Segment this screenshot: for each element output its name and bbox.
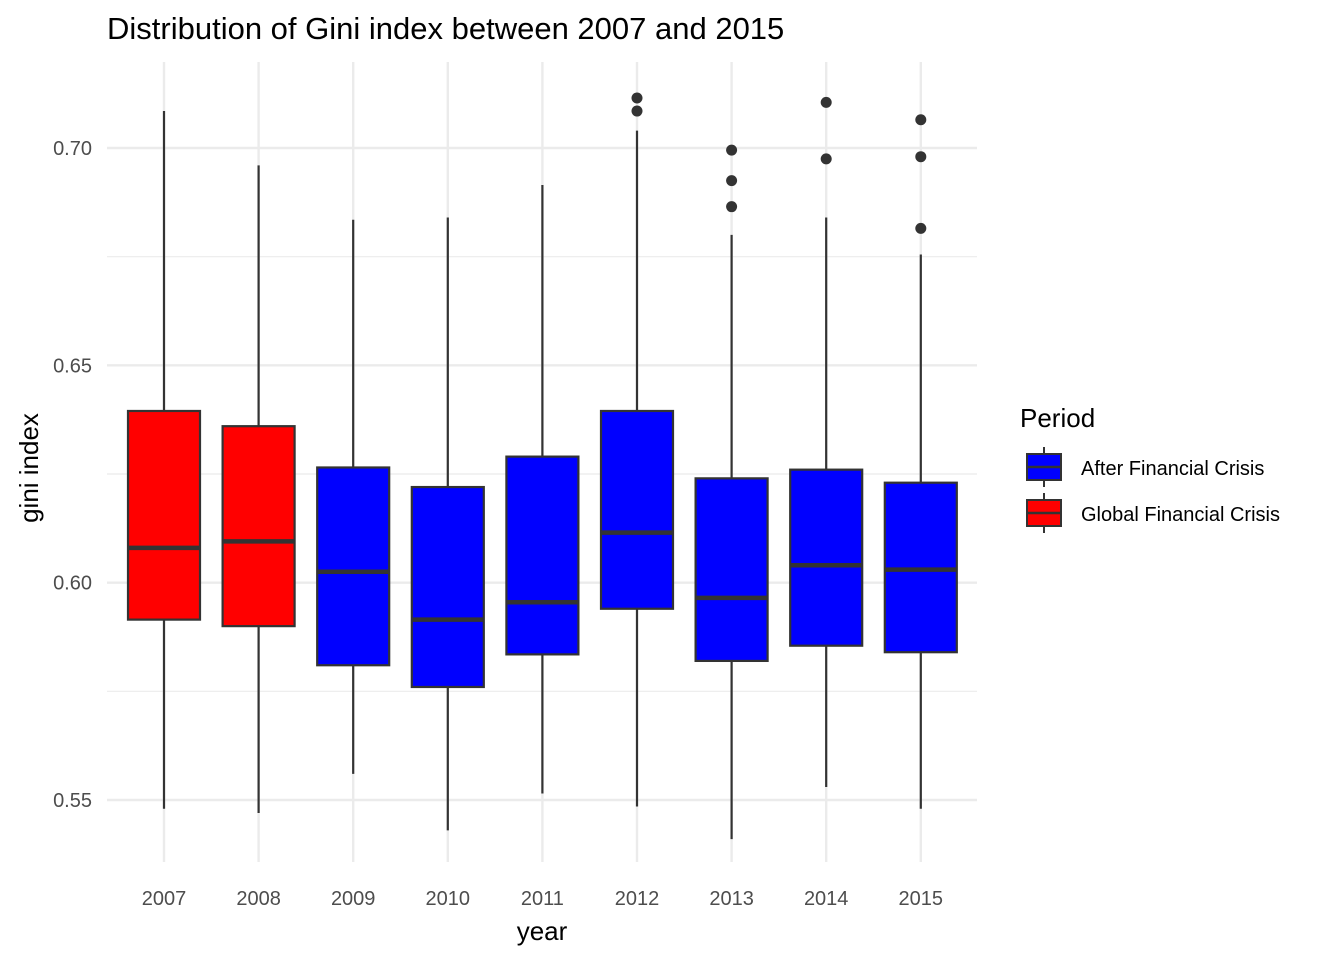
- x-tick-label: 2009: [331, 888, 376, 910]
- chart-title: Distribution of Gini index between 2007 …: [107, 11, 784, 46]
- box-iqr: [316, 466, 391, 667]
- box-iqr: [694, 477, 769, 663]
- box-2015: [883, 114, 958, 809]
- outlier-point: [915, 114, 927, 126]
- y-tick-label: 0.70: [53, 138, 92, 160]
- outlier-point: [820, 96, 832, 108]
- box-2011: [505, 184, 580, 794]
- legend-title: Period: [1020, 403, 1095, 433]
- x-tick-label: 2013: [709, 888, 754, 910]
- box-2013: [694, 144, 769, 840]
- outlier-point: [726, 144, 738, 156]
- y-tick-label: 0.60: [53, 573, 92, 595]
- outlier-point: [915, 222, 927, 234]
- boxplots: [126, 92, 958, 840]
- box-2010: [410, 217, 485, 831]
- legend: Period After Financial Crisis Global Fina…: [1020, 403, 1280, 533]
- box-iqr: [599, 409, 675, 610]
- y-axis-title: gini index: [14, 413, 44, 523]
- box-iqr: [505, 455, 580, 656]
- box-iqr: [410, 485, 485, 689]
- y-tick-label: 0.65: [53, 355, 92, 377]
- x-tick-label: 2011: [521, 888, 564, 910]
- outlier-point: [915, 151, 927, 163]
- box-2014: [789, 96, 864, 787]
- box-iqr: [221, 425, 296, 628]
- box-2007: [126, 111, 202, 809]
- outlier-point: [726, 175, 738, 187]
- legend-label: Global Financial Crisis: [1081, 504, 1280, 526]
- outlier-point: [726, 201, 738, 213]
- y-tick-label: 0.55: [53, 790, 92, 812]
- x-axis-ticks: 2007 2008 2009 2010 2011 2012 2013 2014 2015: [142, 888, 943, 910]
- box-2012: [599, 92, 675, 807]
- x-tick-label: 2014: [804, 888, 849, 910]
- box-2008: [221, 165, 296, 814]
- x-tick-label: 2010: [426, 888, 471, 910]
- outlier-point: [631, 92, 643, 104]
- box-iqr: [126, 409, 202, 621]
- legend-label: After Financial Crisis: [1081, 458, 1264, 480]
- box-2009: [316, 219, 391, 774]
- x-tick-label: 2012: [615, 888, 660, 910]
- outlier-point: [820, 153, 832, 165]
- outlier-point: [631, 105, 643, 117]
- x-tick-label: 2007: [142, 888, 187, 910]
- legend-item-1: Global Financial Crisis: [1026, 493, 1280, 533]
- x-axis-title: year: [517, 916, 568, 946]
- x-tick-label: 2008: [236, 888, 281, 910]
- y-axis-ticks: 0.55 0.60 0.65 0.70: [53, 138, 92, 812]
- legend-item-0: After Financial Crisis: [1026, 447, 1264, 487]
- x-tick-label: 2015: [899, 888, 944, 910]
- box-iqr: [789, 468, 864, 647]
